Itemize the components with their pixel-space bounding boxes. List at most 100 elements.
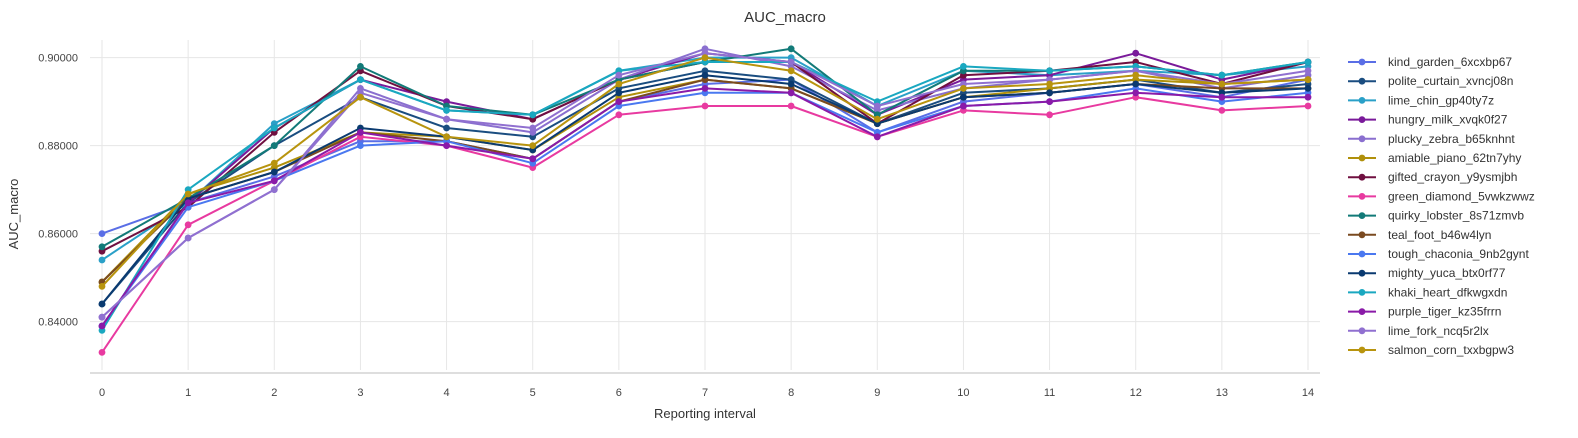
data-point[interactable] xyxy=(701,102,709,110)
data-point[interactable] xyxy=(1218,71,1226,79)
data-point[interactable] xyxy=(443,133,450,141)
data-point[interactable] xyxy=(529,155,537,163)
data-point[interactable] xyxy=(615,71,623,79)
y-tick-label: 0.88000 xyxy=(38,141,78,153)
legend-item[interactable]: purple_tiger_kz35frrn xyxy=(1348,305,1501,319)
data-point[interactable] xyxy=(270,124,278,132)
x-tick-label: 1 xyxy=(185,387,191,399)
data-point[interactable] xyxy=(615,80,623,88)
data-point[interactable] xyxy=(1132,89,1140,97)
data-point[interactable] xyxy=(270,186,278,194)
data-point[interactable] xyxy=(1046,98,1053,105)
data-point[interactable] xyxy=(1046,111,1053,119)
data-point[interactable] xyxy=(873,115,881,123)
data-point[interactable] xyxy=(1046,67,1053,75)
data-point[interactable] xyxy=(615,98,623,105)
data-point[interactable] xyxy=(1132,49,1140,57)
data-point[interactable] xyxy=(98,313,106,321)
data-point[interactable] xyxy=(98,243,106,251)
data-point[interactable] xyxy=(184,190,192,198)
data-point[interactable] xyxy=(960,63,967,70)
data-point[interactable] xyxy=(98,300,106,308)
data-point[interactable] xyxy=(443,124,450,132)
data-point[interactable] xyxy=(98,230,106,238)
data-point[interactable] xyxy=(357,129,364,136)
data-point[interactable] xyxy=(787,58,795,66)
data-point[interactable] xyxy=(357,142,364,150)
data-point[interactable] xyxy=(1132,71,1140,79)
data-point[interactable] xyxy=(1218,80,1226,88)
data-point[interactable] xyxy=(184,234,192,242)
data-point[interactable] xyxy=(787,45,795,53)
data-point[interactable] xyxy=(1218,93,1226,101)
data-point[interactable] xyxy=(1218,107,1226,114)
x-tick-label: 11 xyxy=(1044,387,1055,399)
data-point[interactable] xyxy=(270,177,278,185)
x-tick-label: 6 xyxy=(616,387,622,399)
data-point[interactable] xyxy=(98,322,106,330)
data-point[interactable] xyxy=(701,54,709,61)
data-point[interactable] xyxy=(615,89,623,97)
data-point[interactable] xyxy=(615,111,623,119)
legend-label: tough_chaconia_9nb2gynt xyxy=(1388,247,1529,261)
data-point[interactable] xyxy=(1304,85,1312,92)
data-point[interactable] xyxy=(357,93,364,101)
legend-label: amiable_piano_62tn7yhy xyxy=(1388,151,1521,165)
data-point[interactable] xyxy=(1046,80,1053,88)
data-point[interactable] xyxy=(1304,102,1312,110)
legend-item[interactable]: polite_curtain_xvncj08n xyxy=(1348,74,1513,88)
legend-item[interactable]: plucky_zebra_b65knhnt xyxy=(1348,132,1515,146)
data-point[interactable] xyxy=(357,76,364,83)
data-point[interactable] xyxy=(787,102,795,110)
data-point[interactable] xyxy=(1304,67,1312,75)
data-point[interactable] xyxy=(529,124,537,132)
data-point[interactable] xyxy=(787,80,795,88)
legend-item[interactable]: hungry_milk_xvqk0f27 xyxy=(1348,113,1508,127)
legend-item[interactable]: salmon_corn_txxbgpw3 xyxy=(1348,343,1514,357)
legend-item[interactable]: lime_fork_ncq5r2lx xyxy=(1348,324,1489,338)
legend-item[interactable]: quirky_lobster_8s71zmvb xyxy=(1348,209,1524,223)
data-point[interactable] xyxy=(98,283,106,290)
legend-label: mighty_yuca_btx0rf77 xyxy=(1388,266,1506,280)
data-point[interactable] xyxy=(1304,93,1312,101)
data-point[interactable] xyxy=(270,142,278,150)
legend-item[interactable]: amiable_piano_62tn7yhy xyxy=(1348,151,1521,165)
data-point[interactable] xyxy=(529,111,537,119)
data-point[interactable] xyxy=(443,115,450,123)
axes: 0 1 2 3 4 5 6 7 8 9 10 11 12 13 140.840000.860000.8800… xyxy=(38,53,1320,399)
data-point[interactable] xyxy=(98,256,106,264)
data-point[interactable] xyxy=(1304,76,1312,83)
legend-swatch-marker xyxy=(1358,173,1366,181)
data-point[interactable] xyxy=(270,159,278,167)
legend-item[interactable]: teal_foot_b46w4lyn xyxy=(1348,228,1491,242)
legend-item[interactable]: lime_chin_gp40ty7z xyxy=(1348,93,1494,107)
legend-item[interactable]: mighty_yuca_btx0rf77 xyxy=(1348,266,1506,280)
data-point[interactable] xyxy=(1132,80,1140,88)
data-point[interactable] xyxy=(98,349,106,356)
data-point[interactable] xyxy=(960,93,967,101)
data-point[interactable] xyxy=(960,85,967,92)
data-point[interactable] xyxy=(270,168,278,176)
data-point[interactable] xyxy=(1304,58,1312,66)
data-point[interactable] xyxy=(529,142,537,150)
legend-item[interactable]: tough_chaconia_9nb2gynt xyxy=(1348,247,1529,261)
data-point[interactable] xyxy=(960,102,967,110)
data-point[interactable] xyxy=(873,102,881,110)
data-point[interactable] xyxy=(787,67,795,75)
x-tick-label: 4 xyxy=(444,387,450,399)
data-point[interactable] xyxy=(701,85,709,92)
data-point[interactable] xyxy=(184,199,192,207)
legend-item[interactable]: khaki_heart_dfkwgxdn xyxy=(1348,285,1507,299)
data-point[interactable] xyxy=(357,63,364,70)
data-point[interactable] xyxy=(701,71,709,79)
data-point[interactable] xyxy=(443,142,450,150)
data-point[interactable] xyxy=(787,89,795,97)
legend-swatch-marker xyxy=(1358,135,1366,143)
data-point[interactable] xyxy=(873,133,881,141)
data-point[interactable] xyxy=(184,221,192,229)
data-point[interactable] xyxy=(1046,89,1053,97)
data-point[interactable] xyxy=(443,107,450,114)
legend-item[interactable]: kind_garden_6xcxbp67 xyxy=(1348,55,1512,69)
legend-item[interactable]: green_diamond_5vwkzwwz xyxy=(1348,189,1535,203)
legend-item[interactable]: gifted_crayon_y9ysmjbh xyxy=(1348,170,1517,184)
